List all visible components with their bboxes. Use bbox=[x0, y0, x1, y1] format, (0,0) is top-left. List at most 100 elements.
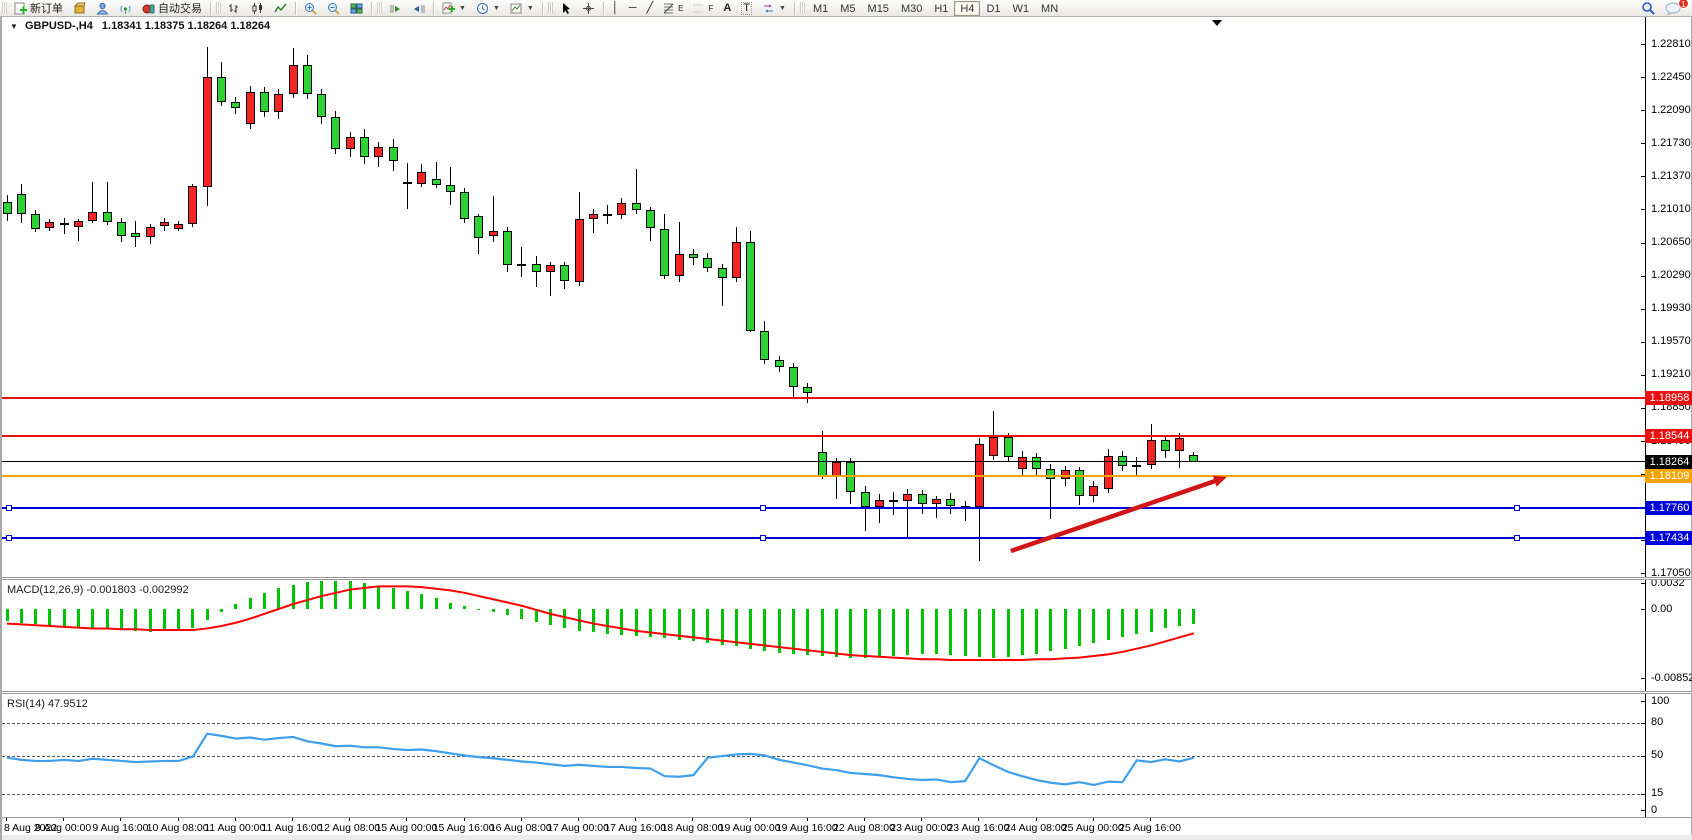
new-order-button[interactable]: 新订单 bbox=[9, 1, 68, 16]
toolbar-separator bbox=[433, 1, 434, 15]
market-watch-button[interactable] bbox=[68, 1, 91, 16]
macd-histogram-bar bbox=[191, 609, 195, 628]
timeframe-w1[interactable]: W1 bbox=[1012, 2, 1030, 15]
time-tick bbox=[349, 817, 351, 821]
candle-wick bbox=[63, 217, 65, 235]
macd-histogram-bar bbox=[877, 609, 881, 657]
price-tick-label: 1.22450 bbox=[1651, 70, 1691, 83]
horizontal-level-line[interactable] bbox=[2, 435, 1645, 438]
macd-histogram-bar bbox=[963, 609, 967, 656]
candle-wick bbox=[907, 488, 909, 540]
macd-histogram-bar bbox=[491, 609, 495, 613]
candle-down bbox=[460, 191, 470, 219]
horizontal-level-line[interactable] bbox=[2, 475, 1645, 478]
price-tick bbox=[1641, 407, 1645, 409]
timeframe-d1[interactable]: D1 bbox=[986, 2, 1001, 15]
horizontal-line-tool[interactable]: ─ bbox=[624, 1, 642, 16]
tile-windows-button[interactable] bbox=[345, 1, 368, 16]
toolbar-grip[interactable] bbox=[2, 2, 7, 14]
zoom-out-button[interactable] bbox=[322, 1, 345, 16]
shift-marker[interactable] bbox=[1212, 20, 1222, 26]
timeframe-m30[interactable]: M30 bbox=[900, 2, 923, 15]
channel-tag: F bbox=[708, 3, 714, 13]
zoom-in-button[interactable] bbox=[299, 1, 322, 16]
time-tick-label: 19 Aug 16:00 bbox=[775, 822, 838, 834]
timeframe-m15[interactable]: M15 bbox=[867, 2, 889, 15]
timeframe-h1[interactable]: H1 bbox=[934, 2, 949, 15]
price-tick-label: 1.20650 bbox=[1651, 236, 1691, 248]
bar-chart-button[interactable] bbox=[223, 1, 246, 16]
line-handle[interactable] bbox=[6, 534, 12, 541]
price-axis-line[interactable] bbox=[1645, 17, 1646, 817]
horizontal-level-line[interactable] bbox=[2, 507, 1645, 510]
chart-shift-button[interactable] bbox=[407, 1, 430, 16]
line-handle[interactable] bbox=[1514, 504, 1520, 511]
price-tick bbox=[1641, 275, 1645, 277]
timeframe-h4[interactable]: H4 bbox=[954, 0, 981, 16]
horizontal-line-icon: ─ bbox=[628, 1, 637, 14]
data-window-button[interactable] bbox=[91, 1, 114, 16]
time-tick-label: 18 Aug 08:00 bbox=[661, 822, 724, 834]
timeframe-m5[interactable]: M5 bbox=[840, 2, 856, 15]
navigator-button[interactable] bbox=[114, 1, 137, 16]
macd-histogram-bar bbox=[348, 581, 352, 609]
trendline-tool[interactable]: ╱ bbox=[641, 1, 658, 16]
macd-histogram-bar bbox=[1063, 609, 1067, 649]
macd-histogram-bar bbox=[720, 609, 724, 645]
toolbar-grip[interactable] bbox=[799, 2, 805, 14]
search-button[interactable] bbox=[1636, 1, 1660, 16]
panel-separator-rsi[interactable] bbox=[2, 691, 1692, 694]
rsi-level-dashed-line bbox=[2, 722, 1645, 724]
horizontal-level-line[interactable] bbox=[2, 537, 1645, 540]
timeframe-mn[interactable]: MN bbox=[1041, 2, 1059, 15]
macd-histogram-bar bbox=[620, 609, 624, 635]
horizontal-level-line[interactable] bbox=[2, 396, 1645, 399]
line-handle[interactable] bbox=[760, 504, 766, 511]
line-chart-button[interactable] bbox=[269, 1, 292, 16]
candle-down bbox=[431, 179, 441, 185]
candle-up bbox=[74, 221, 83, 227]
panel-separator-macd[interactable] bbox=[2, 577, 1692, 580]
price-tick-label: 1.21010 bbox=[1651, 202, 1691, 215]
timeframe-m1[interactable]: M1 bbox=[812, 2, 829, 15]
crosshair-tool-button[interactable] bbox=[577, 1, 600, 16]
one-click-expander[interactable]: ▼ bbox=[10, 22, 18, 31]
autotrade-button[interactable]: 自动交易 bbox=[137, 1, 207, 16]
label-tool[interactable]: T bbox=[736, 1, 757, 16]
indicators-button[interactable]: ▼ bbox=[437, 1, 471, 16]
candle-up bbox=[45, 222, 55, 228]
rsi-level-dashed-line bbox=[2, 793, 1645, 795]
vertical-line-tool[interactable]: │ bbox=[607, 1, 624, 16]
candle-down bbox=[789, 366, 798, 387]
fibonacci-tool[interactable]: E bbox=[658, 1, 688, 16]
channel-tool[interactable]: F bbox=[688, 1, 718, 16]
arrows-tool[interactable]: ▼ bbox=[757, 1, 791, 16]
cursor-tool-button[interactable] bbox=[555, 1, 577, 16]
periods-button[interactable]: ▼ bbox=[471, 1, 505, 16]
macd-histogram-bar bbox=[391, 587, 395, 609]
candlestick-button[interactable] bbox=[246, 1, 269, 16]
horizontal-level-line[interactable] bbox=[2, 461, 1645, 463]
candle-down bbox=[1032, 456, 1042, 470]
notifications-button[interactable]: 1 bbox=[1660, 0, 1689, 16]
text-tool[interactable]: A bbox=[718, 1, 736, 16]
candle-down bbox=[760, 330, 770, 361]
candle-wick bbox=[721, 263, 723, 306]
templates-button[interactable]: ▼ bbox=[505, 1, 539, 16]
toolbar-grip[interactable] bbox=[377, 2, 382, 14]
time-tick bbox=[749, 817, 751, 821]
candle-up bbox=[617, 202, 627, 215]
line-handle[interactable] bbox=[6, 504, 12, 511]
line-handle[interactable] bbox=[760, 534, 766, 541]
toolbar-grip[interactable] bbox=[547, 2, 553, 14]
rsi-label: RSI(14) 47.9512 bbox=[7, 698, 88, 710]
toolbar-grip[interactable] bbox=[216, 2, 221, 14]
macd-tick bbox=[1641, 678, 1645, 680]
price-chart-area[interactable]: 1.22810 1.22450 1.22090 1.21730 1.21370 1.210… bbox=[2, 17, 1692, 840]
macd-histogram-bar bbox=[34, 609, 38, 625]
auto-scroll-button[interactable] bbox=[384, 1, 407, 16]
time-tick-label: 17 Aug 00:00 bbox=[547, 822, 609, 834]
line-handle[interactable] bbox=[1514, 534, 1520, 541]
candle-up bbox=[989, 437, 999, 456]
price-tick bbox=[1641, 143, 1645, 145]
